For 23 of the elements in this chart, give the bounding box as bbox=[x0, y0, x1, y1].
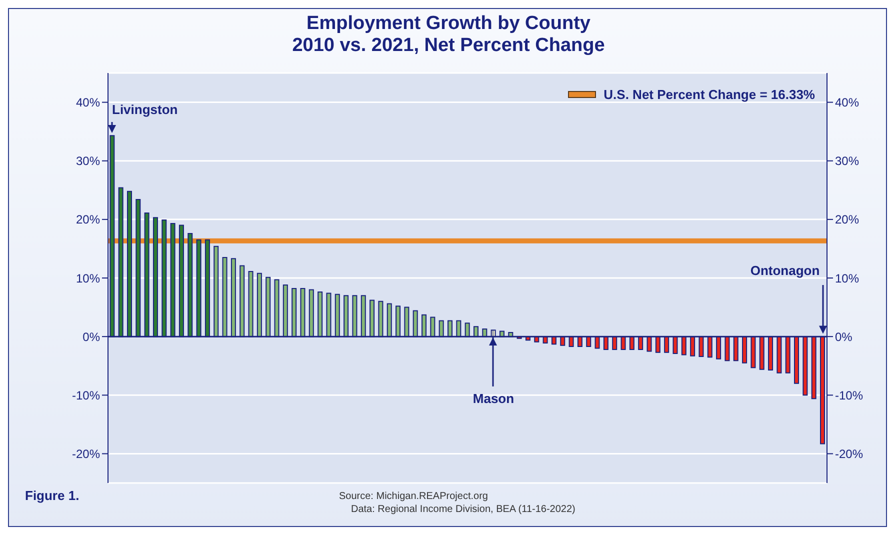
y-tick-label: 20% bbox=[76, 212, 100, 227]
text: Data: Regional Income Division, BEA (11-16-2022) bbox=[350, 503, 576, 516]
y2-tick-label: 10% bbox=[835, 271, 860, 286]
y-tick-label: 10% bbox=[76, 271, 100, 286]
y-tick-label: -10% bbox=[72, 388, 100, 402]
y2-tick-label: -20% bbox=[835, 446, 864, 461]
y2-tick-label: 40% bbox=[835, 96, 860, 110]
annotation: Mason bbox=[472, 390, 516, 406]
chart-title: Employment Growth by County bbox=[306, 13, 592, 35]
annotation: Ontonagon bbox=[749, 262, 821, 278]
y-tick-label: -20% bbox=[72, 446, 100, 461]
y-tick-label: 30% bbox=[76, 154, 100, 168]
y2-tick-label: 0% bbox=[835, 330, 853, 344]
y2-tick-label: 20% bbox=[835, 212, 860, 227]
caption: Figure 1. bbox=[25, 488, 80, 503]
chart-subtitle: 2010 vs. 2021, Net Percent Change bbox=[291, 35, 606, 57]
y-tick-label: 0% bbox=[82, 330, 100, 344]
y2-tick-label: -10% bbox=[835, 388, 864, 402]
legend-label: U.S. Net Percent Change = 16.33% bbox=[604, 87, 815, 102]
y-tick-label: 40% bbox=[76, 96, 100, 110]
annotation: Livingston bbox=[112, 102, 178, 117]
y2-tick-label: 30% bbox=[835, 154, 860, 168]
source-note: Source: Michigan.REAProject.org bbox=[339, 490, 489, 503]
